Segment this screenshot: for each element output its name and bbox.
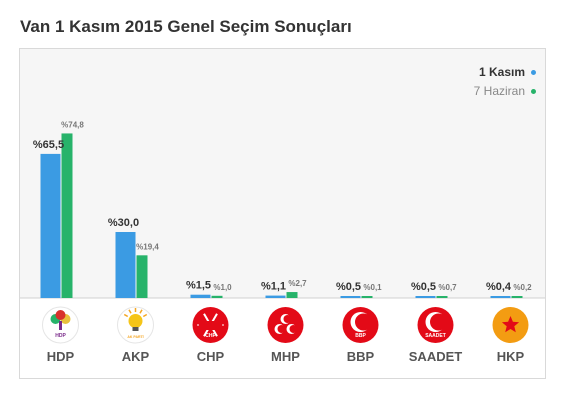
label-haziran-saadet: %0,7 [438,283,457,292]
bar-kasim-akp [115,232,136,298]
legend-haziran-dot [531,89,536,95]
bbp-crescent-logo: BBP [342,307,379,343]
bar-haziran-saadet [436,296,448,298]
label-haziran-hdp: %74,8 [61,120,84,129]
legend-haziran: 7 Haziran [474,84,536,98]
category-label-mhp: MHP [271,349,300,364]
chart-panel: %65,5 %74,8 HDP HDP %30,0 %19,4 AK PARTİ AKP %1,… [19,48,546,379]
category-label-saadet: SAADET [409,349,463,364]
bar-haziran-mhp [286,292,298,298]
category-label-hdp: HDP [47,349,75,364]
category-label-hkp: HKP [497,349,525,364]
chp-six-arrows-logo: CHP [192,307,229,343]
label-kasim-akp: %30,0 [108,217,139,229]
label-haziran-akp: %19,4 [136,242,159,251]
bar-chart: %65,5 %74,8 HDP HDP %30,0 %19,4 AK PARTİ AKP %1,… [20,120,545,364]
label-kasim-mhp: %1,1 [261,281,286,293]
label-haziran-chp: %1,0 [213,283,232,292]
legend-kasim: 1 Kasım [479,65,536,79]
bar-kasim-hdp [40,153,61,298]
bar-kasim-bbp [340,296,361,298]
logo-text-bbp: BBP [355,333,366,339]
logo-text-hdp: HDP [55,333,66,339]
bar-haziran-hdp [61,133,73,298]
label-kasim-bbp: %0,5 [336,281,361,293]
bar-haziran-chp [211,295,223,298]
logo-text-chp: CHP [205,333,216,339]
bar-kasim-mhp [265,295,286,298]
legend-kasim-dot [531,70,536,76]
mhp-three-crescents-logo [267,307,304,343]
bar-haziran-akp [136,255,148,298]
hkp-star-logo [492,307,529,343]
bar-haziran-bbp [361,296,373,298]
page-title: Van 1 Kasım 2015 Genel Seçim Sonuçları [20,17,352,36]
bar-kasim-hkp [490,296,511,298]
label-haziran-mhp: %2,7 [288,279,307,288]
legend-kasim-label: 1 Kasım [478,65,525,79]
label-haziran-bbp: %0,1 [363,283,382,292]
bar-kasim-saadet [415,296,436,298]
hdp-tree-logo: HDP [42,306,79,344]
akp-lightbulb-logo: AK PARTİ [117,306,154,344]
label-kasim-saadet: %0,5 [411,281,436,293]
category-label-akp: AKP [122,349,150,364]
logo-text-saadet: SAADET [425,333,446,339]
legend-haziran-label: 7 Haziran [473,84,525,98]
category-label-bbp: BBP [347,349,375,364]
category-label-chp: CHP [197,349,225,364]
label-kasim-hkp: %0,4 [486,281,512,293]
bar-kasim-chp [190,294,211,298]
logo-text-akp: AK PARTİ [127,335,143,339]
saadet-crescent-logo: SAADET [417,307,454,343]
bar-haziran-hkp [511,296,523,298]
label-haziran-hkp: %0,2 [513,283,532,292]
label-kasim-hdp: %65,5 [33,139,64,151]
label-kasim-chp: %1,5 [186,280,211,292]
